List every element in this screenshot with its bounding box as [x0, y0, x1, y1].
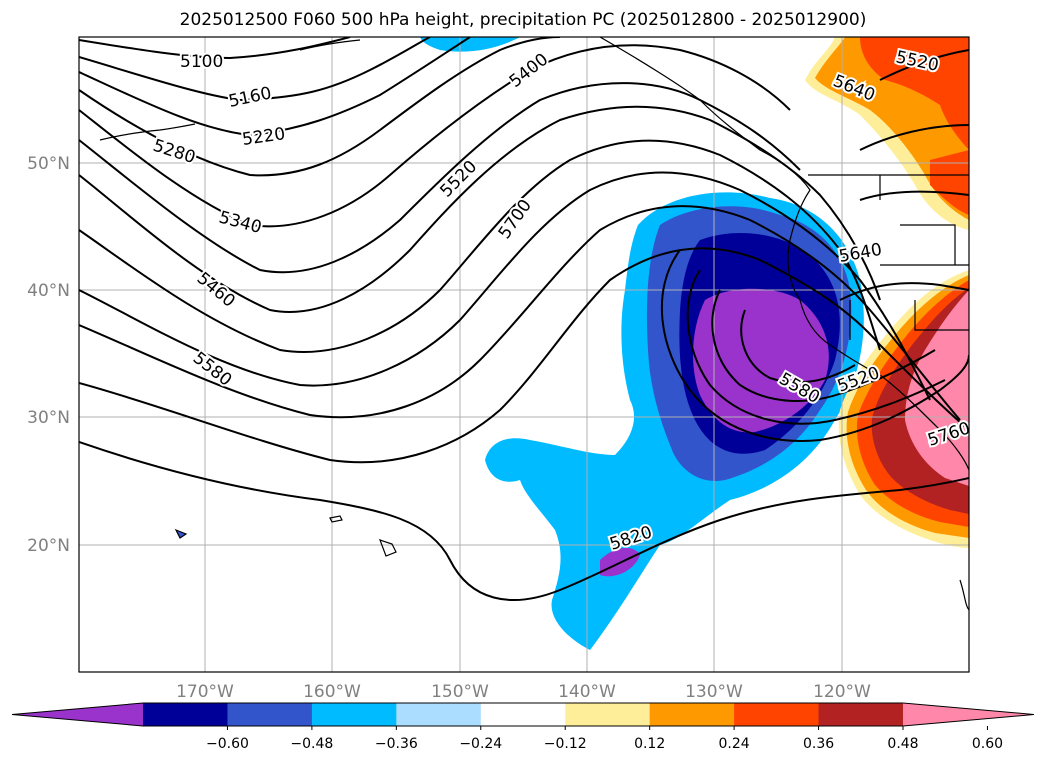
- lon-label: 140°W: [558, 682, 616, 702]
- latitude-labels: 50°N 40°N 30°N 20°N: [27, 154, 70, 556]
- colorbar-tick-label: −0.24: [459, 736, 502, 752]
- map-panel: 5100 5160 5220 5280 5340 5460 5580 5400 …: [79, 37, 969, 672]
- colorbar-segment: [649, 703, 735, 726]
- colorbar-segment: [480, 703, 566, 726]
- graticule: [79, 37, 969, 672]
- contour-label: 5100: [180, 52, 223, 72]
- height-contours: [79, 37, 969, 601]
- lon-label: 130°W: [685, 682, 743, 702]
- figure-title: 2025012500 F060 500 hPa height, precipit…: [180, 10, 867, 30]
- precip-anomaly-positive: [805, 37, 969, 548]
- colorbar-tick-label: 0.24: [719, 736, 750, 752]
- colorbar-segment: [311, 703, 397, 726]
- colorbar-tick-label: 0.60: [972, 736, 1003, 752]
- colorbar-segment: [143, 703, 228, 726]
- colorbar: −0.60 −0.48 −0.36 −0.24 −0.12 0.12 0.24 0.36 0.4…: [11, 702, 1035, 752]
- colorbar-segment: [227, 703, 313, 726]
- longitude-labels: 170°W 160°W 150°W 140°W 130°W 120°W: [176, 682, 871, 702]
- coastlines: [99, 37, 969, 611]
- colorbar-tick-label: 0.48: [887, 736, 918, 752]
- map-frame: [78, 36, 970, 673]
- lat-label: 20°N: [27, 536, 70, 556]
- colorbar-segment: [734, 703, 820, 726]
- lon-label: 150°W: [431, 682, 489, 702]
- lon-label: 120°W: [813, 682, 871, 702]
- colorbar-tick-label: 0.12: [634, 736, 665, 752]
- colorbar-tick-label: −0.12: [544, 736, 587, 752]
- lat-label: 50°N: [27, 154, 70, 174]
- colorbar-extend-low: [12, 703, 143, 726]
- colorbar-outline: [11, 702, 1035, 727]
- colorbar-extend-high: [903, 703, 1034, 726]
- lat-label: 40°N: [27, 281, 70, 301]
- colorbar-tick-label: 0.36: [803, 736, 834, 752]
- lat-label: 30°N: [27, 408, 70, 428]
- colorbar-tick-label: −0.36: [375, 736, 418, 752]
- colorbar-segment: [396, 703, 482, 726]
- colorbar-tick-label: −0.60: [206, 736, 249, 752]
- lon-label: 170°W: [176, 682, 234, 702]
- colorbar-segment: [565, 703, 651, 726]
- colorbar-tick-label: −0.48: [290, 736, 333, 752]
- lon-label: 160°W: [303, 682, 361, 702]
- colorbar-segment: [818, 703, 904, 726]
